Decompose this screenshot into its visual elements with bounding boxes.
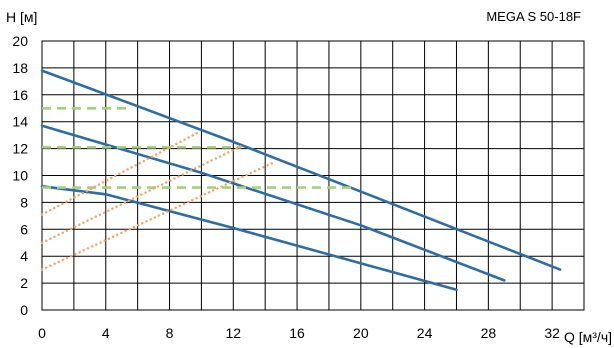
- x-tick-label: 4: [102, 325, 110, 341]
- plot-area-frame: [41, 40, 585, 311]
- x-axis-label: Q [м³/ч]: [564, 329, 612, 345]
- x-tick-label: 32: [544, 325, 560, 341]
- system-curve-dotted-line: [40, 143, 246, 245]
- series-group: [40, 69, 562, 292]
- y-tick-label: 20: [12, 33, 28, 49]
- x-tick-label: 0: [38, 325, 46, 341]
- x-tick-label: 20: [353, 325, 369, 341]
- y-tick-labels: 0 2 4 6 8 10 12 14 16 18 20: [12, 33, 28, 318]
- system-curve-dotted-line: [40, 160, 276, 271]
- y-tick-label: 8: [20, 194, 28, 210]
- y-axis-label: H [м]: [6, 9, 37, 25]
- x-tick-labels: 0 4 8 12 16 20 24 28 32: [38, 325, 560, 341]
- pump-curve-line: [40, 69, 562, 271]
- y-tick-label: 18: [12, 60, 28, 76]
- x-tick-label: 8: [166, 325, 174, 341]
- y-tick-label: 10: [12, 168, 28, 184]
- y-tick-label: 0: [20, 302, 28, 318]
- y-tick-label: 2: [20, 275, 28, 291]
- x-tick-label: 16: [289, 325, 305, 341]
- grid: [42, 41, 584, 310]
- chart-title: MEGA S 50-18F: [486, 9, 581, 24]
- y-tick-label: 12: [12, 141, 28, 157]
- x-tick-label: 24: [417, 325, 433, 341]
- pump-curve-line: [40, 185, 458, 292]
- x-tick-label: 12: [226, 325, 242, 341]
- y-tick-label: 16: [12, 87, 28, 103]
- y-tick-label: 4: [20, 248, 28, 264]
- y-tick-label: 6: [20, 221, 28, 237]
- x-tick-label: 28: [481, 325, 497, 341]
- y-tick-label: 14: [12, 114, 28, 130]
- pump-curve-line: [40, 124, 506, 282]
- system-curve-dotted-line: [40, 131, 200, 216]
